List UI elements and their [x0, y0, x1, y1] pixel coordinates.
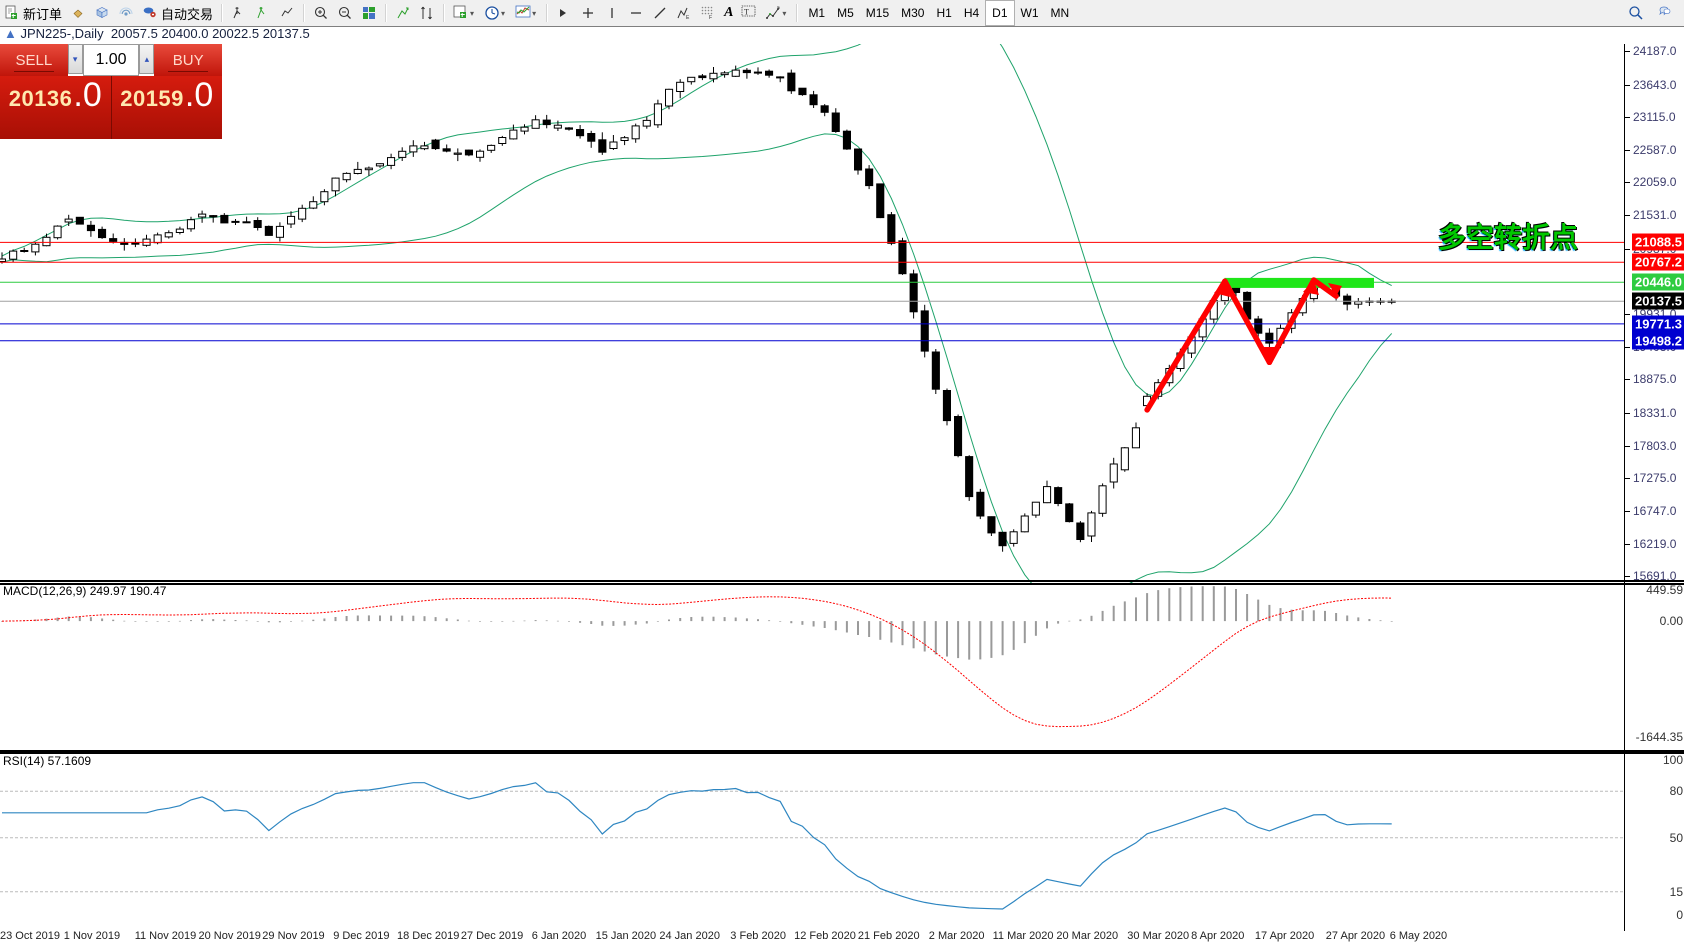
svg-text:T: T: [744, 8, 749, 17]
svg-text:E: E: [686, 15, 690, 21]
svg-text:F: F: [709, 15, 712, 21]
